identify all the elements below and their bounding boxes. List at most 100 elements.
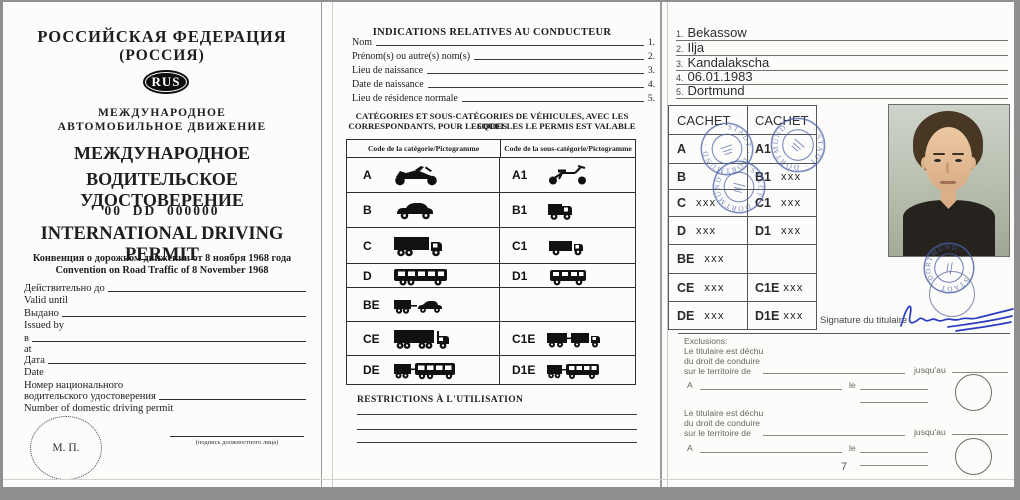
minibus-icon (546, 265, 590, 287)
birthplace-blank-line (427, 73, 644, 74)
photo-ear-right (969, 157, 976, 169)
valid-until-blank-line (107, 291, 306, 292)
movement-line2: АВТОМОБИЛЬНОЕ ДВИЖЕНИЕ (57, 121, 267, 133)
holder-birthdate-line: 4. 06.01.1983 (676, 68, 1008, 85)
code-B1: B1 (512, 203, 528, 217)
prenom-label: Prénom(s) ou autre(s) nom(s) (352, 51, 471, 62)
cachet-mark-C: xxx (696, 197, 717, 209)
cachet-mark-C1: xxx (780, 197, 802, 209)
permit-title-en: INTERNATIONAL DRIVING PERMIT (40, 224, 284, 265)
cachet-mark-D: xxx (696, 224, 717, 237)
residence-blank-line (461, 101, 644, 102)
date-field: Дата (24, 355, 306, 366)
issued-at-label-en: at (24, 344, 32, 355)
exclusions-heading: Exclusions: (684, 336, 728, 346)
cachet-code-D1: D1 (755, 223, 771, 238)
table-row-A: A A1 (347, 157, 635, 192)
stamp-outline-circle (929, 271, 975, 317)
country-subtitle: (РОССИЯ) (119, 47, 205, 64)
exclusion1-place-line (700, 389, 842, 390)
cachet-row-BE: BE xxx (669, 244, 816, 273)
holder-birthplace-line: 3. Kandalakscha (676, 54, 1008, 71)
holder-birthdate: 06.01.1983 (687, 69, 753, 84)
rus-badge-label: RUS (151, 74, 181, 89)
code-D1E: D1E (512, 363, 536, 377)
photo-nose (946, 162, 949, 173)
seal-placeholder-circle: М. П. (30, 416, 102, 480)
code-B: B (363, 203, 372, 217)
residence-label: Lieu de résidence normale (352, 93, 458, 104)
convention-ru: Конвенция о дорожном движении от 8 ноябр… (32, 253, 292, 264)
cachet-mark-B1: xxx (780, 170, 802, 183)
holder-surname: Bekassow (687, 25, 747, 40)
domestic-number-label-ru2: водительского удостоверения (24, 391, 156, 402)
cachet-header-row: CACHET CACHET (669, 106, 816, 134)
country-title: РОССИЙСКАЯ ФЕДЕРАЦИЯ (37, 27, 287, 46)
table-row-D: D D1 (347, 263, 635, 287)
cachet-code-CE: CE (677, 280, 695, 295)
residence-number: 5. (647, 94, 655, 104)
residence-field: Lieu de résidence normale 5. (352, 93, 655, 104)
motorcycle-icon (393, 164, 441, 186)
exclusion1-place-label: A (687, 380, 693, 390)
holder-birthplace: Kandalakscha (687, 55, 770, 70)
photo-mouth (940, 181, 956, 184)
driver-info-title: INDICATIONS RELATIVES AU CONDUCTEUR (372, 27, 612, 38)
table-row-BE: BE (347, 287, 635, 321)
table-row-DE: DE D1E (347, 355, 635, 384)
cachet-code-C1E: C1E (755, 280, 780, 295)
exclusion1-date-label: le (849, 380, 856, 390)
code-BE: BE (363, 297, 380, 312)
cachet-code-D: D (677, 223, 687, 238)
cachet-code-BE: BE (677, 252, 695, 266)
exclusion1-until-label: jusqu'au (914, 365, 946, 375)
exclusion2-date-line (860, 452, 928, 453)
page-fold-line (321, 2, 322, 487)
exclusion2-place-line (700, 452, 842, 453)
exclusion1-clause-line2: du droit de conduire (684, 356, 760, 366)
scan-border-top (0, 0, 1020, 2)
permit-title-ru1: МЕЖДУНАРОДНОЕ (74, 143, 250, 163)
valid-until-label-ru: Действительно до (24, 283, 105, 294)
code-A: A (363, 168, 372, 182)
empty-cell-BE (500, 288, 635, 321)
moped-icon (546, 164, 590, 186)
code-C1: C1 (512, 238, 528, 253)
cachet-mark-BE: xxx (704, 253, 725, 265)
page-number: 7 (841, 461, 848, 473)
cachet-code-C: C (677, 196, 687, 210)
holder-photo (888, 104, 1010, 257)
photo-neck (941, 188, 956, 203)
code-A1: A1 (512, 168, 528, 182)
domestic-number-label-en: Number of domestic driving permit (24, 403, 174, 414)
exclusion1-clause-line3: sur le territoire de (684, 366, 751, 376)
domestic-number-blank-line (158, 399, 306, 400)
exclusion1-extra-line (860, 402, 928, 403)
movement-line1: МЕЖДУНАРОДНОЕ (97, 107, 227, 119)
photo-necklace (939, 202, 958, 210)
scan-border-left (0, 0, 3, 500)
photo-brow-left (933, 153, 945, 155)
code-D: D (363, 268, 372, 283)
issued-at-field: в (24, 333, 306, 344)
code-D1: D1 (512, 268, 528, 283)
cachet-mark-C1E: xxx (783, 281, 804, 294)
articulated-truck-icon (393, 327, 457, 351)
nom-field: Nom 1. (352, 37, 655, 48)
cachet-code-A1: A1 (755, 142, 771, 156)
exclusion2-clause-line1: Le titulaire est déchu (684, 408, 764, 418)
exclusion1-clause-line1: Le titulaire est déchu (684, 346, 764, 356)
cachet-header-right: CACHET (755, 112, 809, 128)
cachet-header-left: CACHET (669, 106, 748, 134)
valid-until-label-en: Valid until (24, 295, 69, 306)
official-signature-caption: (подпись должностного лица) (195, 439, 279, 446)
scan-border-right (1014, 0, 1020, 500)
cachet-mark-D1E: xxx (783, 309, 804, 322)
restrictions-blank-line-3 (357, 442, 637, 443)
categories-heading-line1: CATÉGORIES ET SOUS-CATÉGORIES DE VÉHICUL… (355, 111, 629, 131)
table-row-CE: CE C1E (347, 321, 635, 355)
exclusion2-seal-circle (955, 438, 992, 475)
category-column-header: Code de la catégorie/Pictogramme (347, 140, 501, 157)
